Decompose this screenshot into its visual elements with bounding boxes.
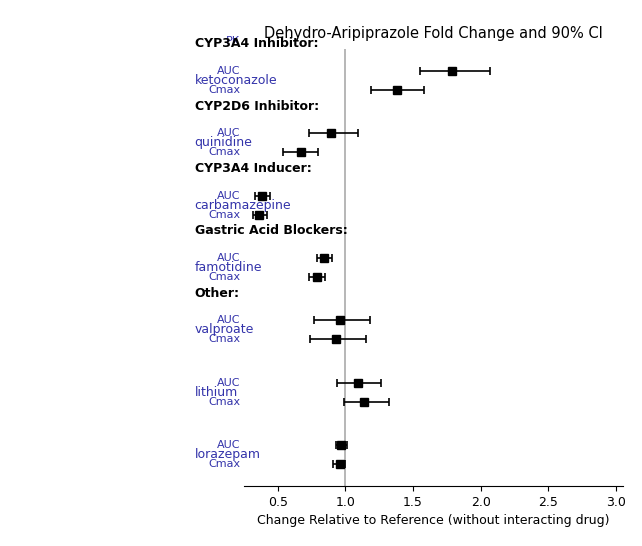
Text: lithium: lithium xyxy=(195,386,238,399)
Text: famotidine: famotidine xyxy=(195,261,262,274)
Text: AUC: AUC xyxy=(216,191,240,200)
Text: CYP2D6 Inhibitor:: CYP2D6 Inhibitor: xyxy=(195,99,319,112)
Text: CYP3A4 Inhibitor:: CYP3A4 Inhibitor: xyxy=(195,37,318,50)
Text: CYP3A4 Inducer:: CYP3A4 Inducer: xyxy=(195,162,311,175)
Text: AUC: AUC xyxy=(216,378,240,388)
Text: AUC: AUC xyxy=(216,66,240,76)
Text: PK: PK xyxy=(226,36,240,46)
Text: Cmax: Cmax xyxy=(208,397,240,407)
Text: Cmax: Cmax xyxy=(208,335,240,345)
Text: AUC: AUC xyxy=(216,316,240,325)
Text: ketoconazole: ketoconazole xyxy=(195,74,277,87)
Text: AUC: AUC xyxy=(216,440,240,450)
Text: lorazepam: lorazepam xyxy=(195,448,261,461)
Text: carbamazepine: carbamazepine xyxy=(195,199,291,212)
Text: quinidine: quinidine xyxy=(195,136,252,149)
X-axis label: Change Relative to Reference (without interacting drug): Change Relative to Reference (without in… xyxy=(257,514,610,527)
Text: Other:: Other: xyxy=(195,287,239,300)
Text: Cmax: Cmax xyxy=(208,85,240,95)
Text: Cmax: Cmax xyxy=(208,459,240,469)
Text: Cmax: Cmax xyxy=(208,272,240,282)
Text: Cmax: Cmax xyxy=(208,210,240,219)
Text: AUC: AUC xyxy=(216,253,240,263)
Text: Gastric Acid Blockers:: Gastric Acid Blockers: xyxy=(195,224,347,238)
Text: Cmax: Cmax xyxy=(208,147,240,157)
Title: Dehydro-Aripiprazole Fold Change and 90% CI: Dehydro-Aripiprazole Fold Change and 90%… xyxy=(264,26,603,41)
Text: valproate: valproate xyxy=(195,323,254,336)
Text: AUC: AUC xyxy=(216,128,240,138)
